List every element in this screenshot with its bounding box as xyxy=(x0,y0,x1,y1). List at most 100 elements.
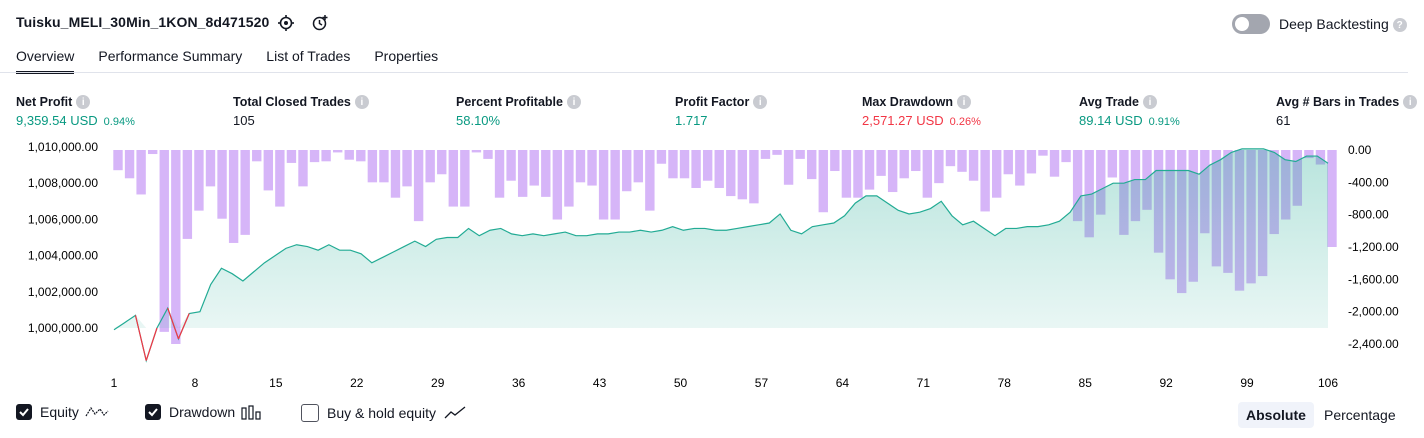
tab-performance-summary[interactable]: Performance Summary xyxy=(98,48,243,64)
metric-value: 2,571.27 USD xyxy=(862,113,944,128)
metric-label: Total Closed Trades i xyxy=(233,94,369,110)
tab-properties[interactable]: Properties xyxy=(374,48,439,64)
legend-equity[interactable]: Equity xyxy=(16,404,109,420)
drawdown-bar xyxy=(425,150,435,183)
drawdown-bar xyxy=(656,150,667,164)
metric-label: Net Profit i xyxy=(16,94,135,110)
drawdown-bar xyxy=(564,150,574,207)
drawdown-bar xyxy=(1315,150,1326,165)
metric-value: 1.717 xyxy=(675,113,708,128)
drawdown-bar xyxy=(298,150,308,187)
info-icon[interactable]: i xyxy=(76,95,91,109)
drawdown-bar xyxy=(726,150,736,197)
deep-backtesting-text: Deep Backtesting xyxy=(1279,16,1389,32)
absolute-button[interactable]: Absolute xyxy=(1238,402,1314,428)
drawdown-bar xyxy=(1026,150,1037,174)
metric-label-text: Net Profit xyxy=(16,95,73,109)
metric-label-text: Max Drawdown xyxy=(862,95,953,109)
drawdown-bar xyxy=(217,150,227,219)
drawdown-bar xyxy=(737,150,748,200)
add-alert-icon[interactable] xyxy=(309,12,331,34)
info-icon[interactable]: i xyxy=(1403,95,1418,109)
legend-drawdown[interactable]: Drawdown xyxy=(145,404,261,420)
strategy-title: Tuisku_MELI_30Min_1KON_8d471520 xyxy=(16,14,270,30)
drawdown-bar xyxy=(598,150,609,220)
info-icon[interactable]: i xyxy=(1142,95,1157,109)
deep-backtesting-toggle[interactable] xyxy=(1232,14,1270,34)
settings-icon[interactable] xyxy=(275,12,297,34)
drawdown-bar xyxy=(610,150,620,220)
left-axis-tick: 1,004,000.00 xyxy=(28,249,98,263)
x-axis-tick: 8 xyxy=(192,376,199,390)
x-axis-tick: 1 xyxy=(111,376,118,390)
drawdown-bar xyxy=(1072,150,1083,222)
metric-value-row: 61 xyxy=(1276,113,1417,128)
drawdown-bar xyxy=(448,150,458,207)
equity-label: Equity xyxy=(40,404,79,420)
drawdown-bar xyxy=(182,150,193,239)
drawdown-bar xyxy=(286,150,297,163)
drawdown-bar xyxy=(691,150,701,188)
metric-value-row: 2,571.27 USD 0.26% xyxy=(862,113,981,128)
left-axis-tick: 1,010,000.00 xyxy=(28,140,98,154)
drawdown-bar xyxy=(159,150,169,332)
drawdown-bar xyxy=(1038,150,1048,156)
drawdown-bar xyxy=(668,150,678,179)
right-axis-tick: -800.00 xyxy=(1348,208,1389,222)
drawdown-bar xyxy=(1015,150,1025,186)
buy-hold-checkbox[interactable] xyxy=(301,404,319,422)
info-icon[interactable]: i xyxy=(354,95,369,109)
tab-bar: Overview Performance Summary List of Trade… xyxy=(16,48,462,74)
drawdown-bar xyxy=(529,150,539,186)
drawdown-bar xyxy=(171,150,181,344)
x-axis-tick: 43 xyxy=(593,376,607,390)
drawdown-bar xyxy=(1061,150,1071,163)
equity-negative-segment xyxy=(145,327,158,361)
drawdown-bar xyxy=(263,150,274,191)
drawdown-bar xyxy=(911,150,921,172)
drawdown-bar xyxy=(714,150,724,188)
drawdown-label: Drawdown xyxy=(169,404,236,420)
x-axis-tick: 36 xyxy=(512,376,526,390)
metric-value: 9,359.54 USD xyxy=(16,113,98,128)
right-axis-tick: -2,000.00 xyxy=(1348,305,1399,319)
metric-value: 89.14 USD xyxy=(1079,113,1143,128)
x-axis-tick: 15 xyxy=(269,376,283,390)
metric-label-text: Percent Profitable xyxy=(456,95,563,109)
drawdown-bar xyxy=(136,150,146,195)
drawdown-bar xyxy=(413,150,424,222)
tab-list-of-trades[interactable]: List of Trades xyxy=(266,48,351,64)
info-icon[interactable]: i xyxy=(753,95,768,109)
metric-label: Percent Profitable i xyxy=(456,94,581,110)
x-axis-tick: 22 xyxy=(350,376,364,390)
drawdown-bar xyxy=(760,150,771,159)
tab-overview[interactable]: Overview xyxy=(16,48,75,74)
drawdown-bar xyxy=(633,150,643,183)
toggle-knob xyxy=(1235,17,1249,31)
x-axis-tick: 29 xyxy=(431,376,445,390)
drawdown-bar xyxy=(679,150,690,179)
drawdown-checkbox[interactable] xyxy=(145,404,161,420)
drawdown-bar xyxy=(864,150,875,190)
drawdown-bar xyxy=(252,150,262,162)
metric-label-text: Avg # Bars in Trades xyxy=(1276,95,1400,109)
x-axis-tick: 78 xyxy=(998,376,1012,390)
info-icon[interactable]: i xyxy=(566,95,581,109)
info-icon[interactable]: ? xyxy=(1392,18,1407,33)
percentage-button[interactable]: Percentage xyxy=(1324,407,1396,423)
equity-checkbox[interactable] xyxy=(16,404,32,420)
deep-backtesting-label: Deep Backtesting? xyxy=(1279,16,1407,33)
drawdown-bar xyxy=(437,150,447,175)
info-icon[interactable]: i xyxy=(957,95,971,109)
right-axis-tick: -1,600.00 xyxy=(1348,272,1399,286)
metric-percent-profitable: Percent Profitable i 58.10% xyxy=(456,94,581,128)
legend-buy-hold[interactable]: Buy & hold equity xyxy=(301,404,466,422)
right-axis-tick: -400.00 xyxy=(1348,175,1389,189)
x-axis-tick: 64 xyxy=(836,376,850,390)
metric-total-closed-trades: Total Closed Trades i 105 xyxy=(233,94,369,128)
drawdown-bar xyxy=(379,150,389,183)
metric-value-row: 58.10% xyxy=(456,113,581,128)
drawdown-bar xyxy=(332,150,343,153)
x-axis-tick: 71 xyxy=(917,376,931,390)
drawdown-bar xyxy=(622,150,632,192)
